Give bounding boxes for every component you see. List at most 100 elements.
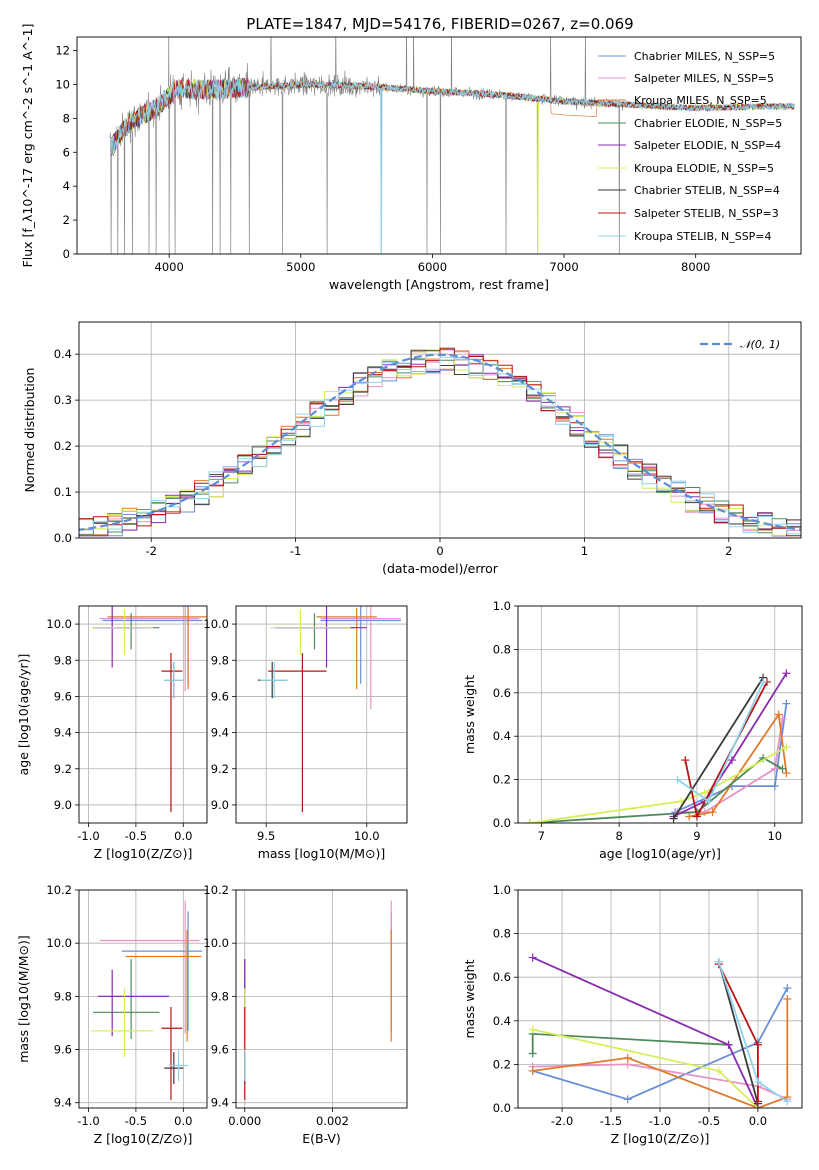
y-tick-label: 9.2 — [211, 762, 229, 776]
weight-marker — [774, 710, 783, 719]
errorbar-point — [91, 988, 153, 1058]
weight-line — [532, 987, 789, 1101]
y-tick-label: 0.6 — [493, 970, 511, 984]
y-tick-label: 9.6 — [54, 1043, 72, 1057]
grid — [236, 890, 407, 1108]
y-tick-label: 9.0 — [211, 798, 229, 812]
errorbar-point — [125, 929, 202, 1042]
x-tick-label: -0.5 — [125, 829, 147, 843]
y-tick-label: 9.6 — [211, 689, 229, 703]
y-tick-label: 0.2 — [493, 1057, 511, 1071]
x-tick-label: 0.002 — [316, 1114, 349, 1128]
panel-mass_vs_ebv: 0.000 0.002 9.4 9.6 9.8 10.0 10.2 E(B-V) — [203, 883, 408, 1146]
y-tick-label: 9.0 — [54, 798, 72, 812]
errorbar-point — [270, 609, 351, 655]
plot-area — [236, 890, 407, 1108]
errorbar-point — [276, 606, 367, 668]
y-tick-label: 9.8 — [211, 989, 229, 1003]
y-tick-label: 9.4 — [54, 1096, 72, 1110]
ticks: 7 8 9 10 0.0 0.2 0.4 0.6 0.8 1.0 — [493, 599, 782, 843]
plot-area — [79, 606, 207, 823]
y-axis-label: mass weight — [462, 959, 477, 1038]
weight-marker — [669, 814, 678, 823]
weight-marker — [782, 699, 791, 708]
plot-area — [79, 890, 207, 1108]
y-tick-label: 0.0 — [493, 1101, 511, 1115]
weight-marker — [782, 743, 791, 752]
y-tick-label: 1.0 — [493, 599, 511, 613]
weight-marker — [783, 1097, 792, 1106]
legend-label: Salpeter ELODIE, N_SSP=4 — [634, 139, 781, 152]
x-tick-label: -1.0 — [77, 1114, 99, 1128]
legend-label: Chabrier MILES, N_SSP=5 — [634, 50, 775, 63]
axes-frame — [517, 889, 803, 1109]
y-axis-label: Flux [f_λ10^-17 erg cm^-2 s^-1 A^-1] — [20, 24, 35, 268]
y-tick-label: 9.8 — [211, 653, 229, 667]
weight-marker — [623, 1053, 632, 1062]
x-tick-label: -0.5 — [698, 1114, 720, 1128]
x-tick-label: 2 — [725, 544, 732, 558]
axes-frame — [235, 605, 408, 824]
grid — [79, 606, 207, 823]
weight-marker — [778, 764, 787, 773]
panel-weight_vs_Z: -2.0 -1.5 -1.0 -0.5 0.0 0.0 0.2 0.4 0.6 0.8 1.0 Z [… — [462, 883, 803, 1146]
grid — [518, 890, 802, 1108]
x-tick-label: 10 — [767, 829, 782, 843]
errorbar-point — [99, 606, 200, 691]
panel-age_vs_Z: -1.0 -0.5 0.0 9.0 9.2 9.4 9.6 9.8 10.0 Z [log10(Z… — [16, 605, 208, 861]
axes-frame — [78, 889, 208, 1109]
plot-area — [518, 890, 802, 1108]
weight-marker — [724, 1040, 733, 1049]
y-tick-label: 0.4 — [54, 347, 72, 361]
plot-area — [79, 322, 801, 538]
weight-marker — [685, 812, 694, 821]
x-axis-label: age [log10(age/yr)] — [599, 846, 721, 861]
weight-marker — [700, 788, 709, 797]
weight-line — [529, 756, 783, 823]
panel-spectrum: 4000 5000 6000 7000 8000 0 2 4 6 8 10 12 wavelength … — [20, 24, 802, 292]
legend-label: Kroupa ELODIE, N_SSP=5 — [634, 162, 774, 175]
x-tick-label: 6000 — [418, 260, 447, 274]
weight-marker — [753, 1097, 762, 1106]
weight-marker — [681, 756, 690, 765]
weight-marker — [714, 1066, 723, 1075]
x-tick-label: 0.0 — [174, 1114, 192, 1128]
y-tick-label: 4 — [63, 179, 70, 193]
x-tick-label: -1 — [290, 544, 301, 558]
x-tick-label: 4000 — [155, 260, 184, 274]
y-tick-label: 0.8 — [493, 927, 511, 941]
axes-frame — [78, 605, 208, 824]
legend-label: 𝒩(0, 1) — [740, 338, 780, 351]
x-tick-label: 9.5 — [257, 829, 275, 843]
weight-line — [674, 703, 788, 813]
ticks: -2 -1 0 1 2 0.0 0.1 0.2 0.3 0.4 — [54, 347, 733, 558]
grid — [518, 606, 802, 823]
x-axis-label: Z [log10(Z/Z⊙)] — [611, 1131, 710, 1146]
model-spectrum-line — [110, 78, 795, 254]
histogram-series — [79, 357, 801, 537]
observed-spectrum — [109, 37, 624, 254]
legend-label: Kroupa STELIB, N_SSP=4 — [634, 230, 772, 243]
x-tick-label: 0 — [436, 544, 443, 558]
weight-line — [673, 672, 788, 818]
weight-marker — [714, 957, 723, 966]
weight-marker — [623, 1095, 632, 1104]
x-tick-label: 8000 — [681, 260, 710, 274]
y-tick-label: 9.8 — [54, 989, 72, 1003]
y-tick-label: 9.6 — [54, 689, 72, 703]
weight-marker — [528, 1025, 537, 1034]
weight-marker — [783, 984, 792, 993]
y-tick-label: 0.6 — [493, 686, 511, 700]
errorbar-point — [164, 1052, 184, 1085]
errorbar-point — [268, 653, 327, 813]
y-tick-label: 10.0 — [46, 617, 72, 631]
panel-residuals: -2 -1 0 1 2 0.0 0.1 0.2 0.3 0.4 (data-model)/error… — [22, 321, 802, 576]
axes-frame — [235, 889, 408, 1109]
x-axis-label: wavelength [Angstrom, rest frame] — [329, 277, 549, 292]
x-tick-label: 10.0 — [354, 829, 380, 843]
x-axis-label: Z [log10(Z/Z⊙)] — [94, 1131, 193, 1146]
y-tick-label: 10.0 — [203, 936, 229, 950]
weight-marker — [708, 808, 717, 817]
weight-marker — [753, 1077, 762, 1086]
y-tick-label: 6 — [63, 145, 70, 159]
